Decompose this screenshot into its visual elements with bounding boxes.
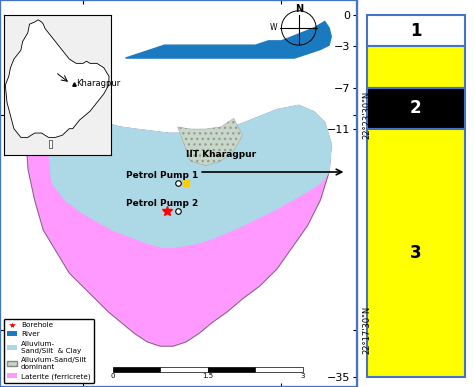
Bar — [255, 366, 303, 372]
Text: Petrol Pump 1: Petrol Pump 1 — [126, 171, 198, 180]
Polygon shape — [26, 28, 331, 346]
Polygon shape — [30, 28, 331, 247]
Bar — [160, 366, 208, 372]
Text: Petrol Pump 2: Petrol Pump 2 — [126, 199, 198, 209]
Text: N: N — [295, 4, 303, 14]
Text: S: S — [296, 47, 301, 56]
Bar — [366, 15, 465, 46]
Text: 6: 6 — [396, 373, 401, 379]
Text: 1.5: 1.5 — [202, 373, 213, 379]
Text: 0: 0 — [110, 373, 115, 379]
Text: 3: 3 — [410, 244, 421, 262]
Bar — [366, 46, 465, 88]
Bar — [113, 366, 160, 372]
Bar — [366, 129, 465, 377]
Polygon shape — [126, 22, 331, 58]
Bar — [208, 366, 255, 372]
Text: km: km — [407, 366, 418, 372]
Text: 3: 3 — [301, 373, 305, 379]
Text: E: E — [320, 24, 325, 33]
Text: 2: 2 — [410, 99, 421, 117]
Text: Kharagpur: Kharagpur — [76, 79, 120, 88]
Polygon shape — [178, 118, 243, 166]
Text: 1: 1 — [410, 22, 421, 40]
Text: W: W — [270, 24, 277, 33]
Text: IIT Kharagpur: IIT Kharagpur — [186, 150, 256, 159]
Legend: Borehole, River, Alluvium-
Sand/Silt  & Clay, Alluvium-Sand/Silt
dominant, Later: Borehole, River, Alluvium- Sand/Silt & C… — [4, 319, 94, 384]
Bar — [366, 88, 465, 129]
